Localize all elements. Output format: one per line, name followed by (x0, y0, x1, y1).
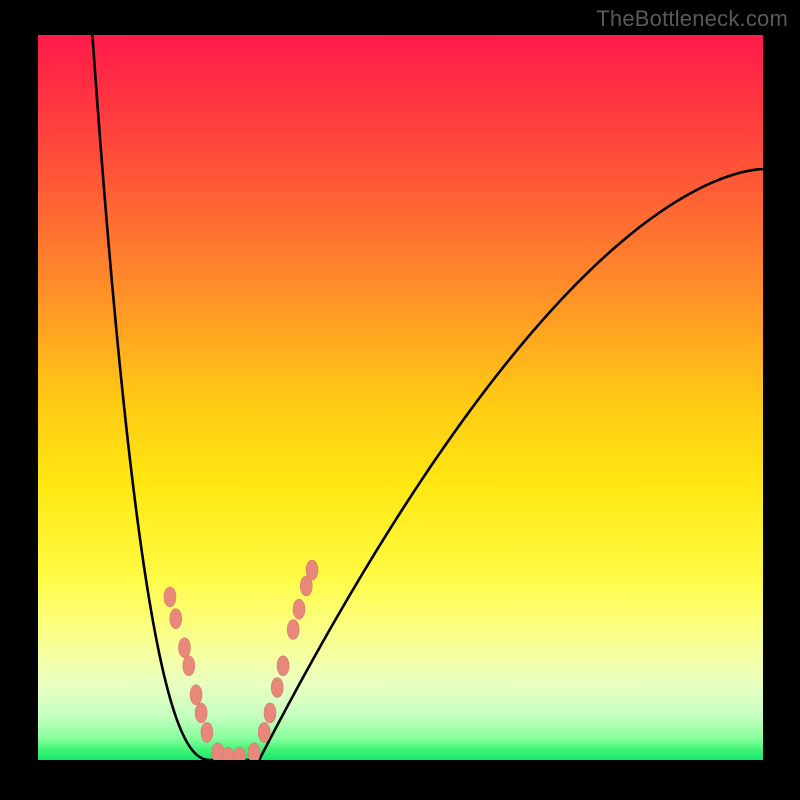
curve-marker (170, 609, 182, 629)
curve-marker (201, 722, 213, 742)
curve-marker (195, 703, 207, 723)
curve-marker (164, 587, 176, 607)
curve-marker (264, 703, 276, 723)
plot-area (38, 35, 763, 760)
watermark-text: TheBottleneck.com (596, 6, 788, 32)
curve-marker (178, 638, 190, 658)
curve-marker (258, 722, 270, 742)
curve-marker (271, 678, 283, 698)
curve-marker (183, 656, 195, 676)
curve-marker (277, 656, 289, 676)
curve-marker (190, 685, 202, 705)
curve-marker (287, 620, 299, 640)
curve-marker (248, 743, 260, 760)
bottleneck-curve-chart (38, 35, 763, 760)
curve-marker (306, 560, 318, 580)
chart-container: TheBottleneck.com (0, 0, 800, 800)
curve-marker (293, 599, 305, 619)
